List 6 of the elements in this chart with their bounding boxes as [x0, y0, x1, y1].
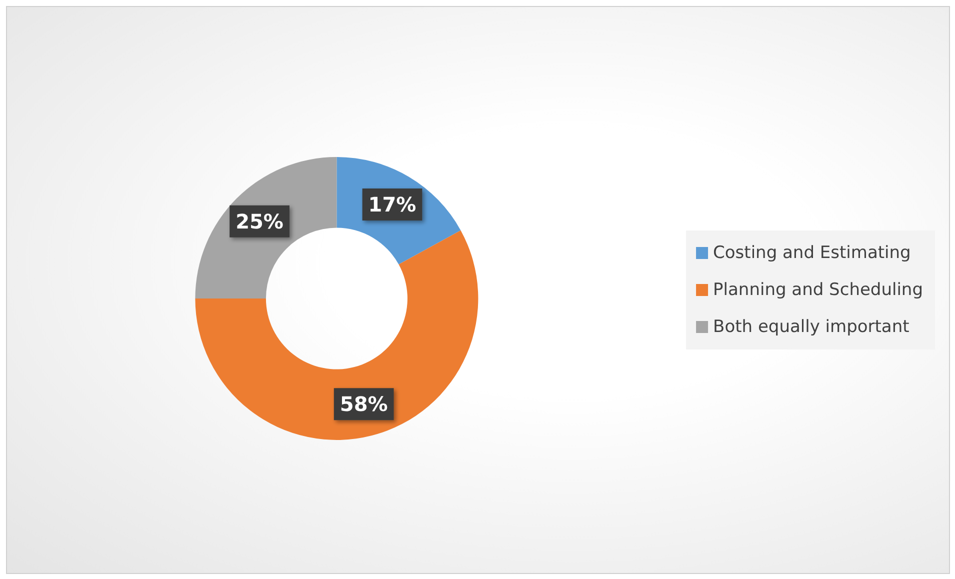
legend-label: Both equally important	[713, 317, 910, 337]
legend-label: Planning and Scheduling	[713, 280, 923, 300]
data-label: 25%	[236, 209, 284, 234]
legend-label: Costing and Estimating	[713, 243, 911, 263]
data-label: 17%	[368, 192, 416, 217]
data-label: 58%	[340, 392, 388, 416]
